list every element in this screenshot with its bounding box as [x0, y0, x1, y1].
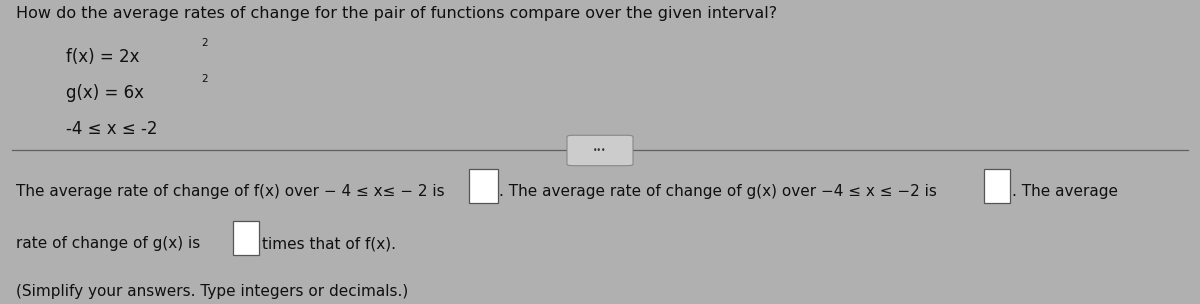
Text: g(x) = 6x: g(x) = 6x: [66, 84, 144, 102]
Text: . The average rate of change of g(x) over −4 ≤ x ≤ −2 is: . The average rate of change of g(x) ove…: [499, 184, 937, 199]
Text: times that of f(x).: times that of f(x).: [262, 237, 396, 251]
Text: (Simplify your answers. Type integers or decimals.): (Simplify your answers. Type integers or…: [16, 284, 408, 299]
Text: The average rate of change of f(x) over − 4 ≤ x≤ − 2 is: The average rate of change of f(x) over …: [16, 184, 444, 199]
Text: . The average: . The average: [1012, 184, 1117, 199]
Text: 2: 2: [202, 38, 209, 48]
FancyBboxPatch shape: [469, 169, 498, 203]
Text: 2: 2: [202, 74, 209, 84]
Text: How do the average rates of change for the pair of functions compare over the gi: How do the average rates of change for t…: [16, 6, 776, 21]
Text: -4 ≤ x ≤ -2: -4 ≤ x ≤ -2: [66, 120, 157, 138]
FancyBboxPatch shape: [984, 169, 1010, 203]
FancyBboxPatch shape: [233, 221, 259, 255]
Text: •••: •••: [593, 146, 607, 155]
Text: rate of change of g(x) is: rate of change of g(x) is: [16, 237, 200, 251]
Text: f(x) = 2x: f(x) = 2x: [66, 48, 139, 66]
